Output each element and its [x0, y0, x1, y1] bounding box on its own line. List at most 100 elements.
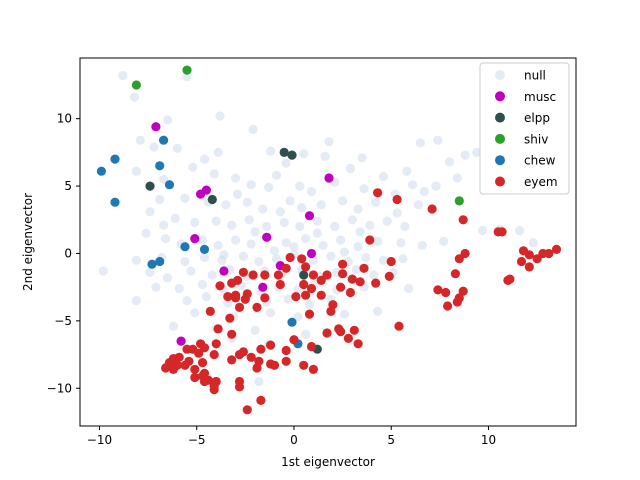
- point-null-52: [170, 213, 180, 223]
- point-eyem-103: [252, 363, 262, 373]
- point-eyem-6: [460, 248, 470, 259]
- point-eyem-59: [291, 292, 301, 302]
- point-null-25: [231, 173, 241, 183]
- point-eyem-7: [454, 254, 464, 264]
- point-null-45: [316, 200, 326, 210]
- point-musc-3: [324, 173, 334, 183]
- point-eyem-55: [231, 293, 241, 303]
- point-eyem-13: [524, 250, 534, 260]
- y-tick-label--10: −10: [47, 381, 72, 395]
- point-elpp-1: [287, 150, 297, 160]
- point-eyem-29: [371, 278, 381, 288]
- point-eyem-17: [524, 262, 534, 272]
- point-null-16: [135, 135, 145, 145]
- point-eyem-83: [209, 350, 219, 360]
- point-null-143: [168, 321, 178, 331]
- point-chew-5: [110, 197, 120, 207]
- point-null-54: [211, 216, 221, 226]
- point-null-67: [161, 234, 171, 244]
- point-null-140: [293, 312, 303, 322]
- point-musc-4: [304, 211, 315, 221]
- point-null-60: [312, 216, 322, 226]
- point-null-85: [515, 225, 525, 236]
- point-eyem-69: [227, 329, 237, 339]
- series-elpp: [145, 147, 322, 354]
- series-eyem: [161, 188, 562, 415]
- point-musc-5: [262, 232, 272, 242]
- point-null-162: [250, 227, 260, 237]
- point-eyem-41: [301, 262, 311, 272]
- point-null-48: [371, 197, 381, 207]
- point-null-55: [227, 220, 237, 230]
- point-null-44: [297, 203, 307, 213]
- point-eyem-33: [338, 269, 348, 279]
- point-eyem-39: [306, 283, 317, 294]
- point-null-115: [369, 270, 379, 280]
- point-null-59: [295, 221, 305, 232]
- point-null-159: [269, 246, 280, 256]
- point-null-106: [207, 270, 217, 280]
- point-eyem-0: [373, 188, 383, 198]
- point-eyem-77: [256, 344, 266, 354]
- point-chew-9: [155, 256, 165, 267]
- point-null-53: [190, 217, 200, 228]
- point-null-4: [215, 111, 225, 121]
- point-null-70: [213, 240, 223, 250]
- point-musc-7: [306, 248, 317, 259]
- point-null-117: [151, 282, 161, 292]
- point-chew-6: [180, 242, 190, 252]
- point-eyem-27: [394, 321, 404, 331]
- point-chew-4: [164, 180, 175, 190]
- point-eyem-43: [285, 252, 295, 263]
- point-null-152: [320, 151, 330, 161]
- point-null-145: [250, 325, 260, 335]
- point-null-2: [129, 92, 140, 102]
- point-eyem-67: [213, 324, 223, 334]
- point-shiv-1: [131, 80, 141, 90]
- x-tick-label--10: −10: [87, 433, 112, 447]
- point-null-0: [118, 70, 128, 81]
- point-null-12: [460, 150, 470, 160]
- point-null-63: [365, 220, 375, 230]
- point-null-99: [361, 252, 371, 263]
- point-eyem-85: [182, 344, 192, 354]
- point-null-31: [359, 184, 369, 194]
- series-musc: [151, 122, 334, 346]
- point-null-15: [452, 173, 462, 183]
- point-eyem-123: [359, 263, 369, 273]
- series-chew: [96, 135, 303, 349]
- point-null-167: [271, 170, 282, 180]
- point-eyem-100: [234, 382, 245, 392]
- x-tick-label-5: 5: [387, 433, 395, 447]
- point-eyem-12: [544, 248, 554, 259]
- point-null-22: [131, 166, 141, 176]
- point-null-76: [318, 240, 328, 250]
- point-null-8: [299, 149, 309, 159]
- ticks-layer: −10 −5 0 5 10 −10 −5 0 5 10: [47, 112, 496, 447]
- point-null-72: [246, 239, 256, 249]
- point-null-37: [155, 194, 165, 205]
- point-eyem-40: [299, 279, 309, 290]
- point-null-27: [264, 182, 274, 192]
- point-eyem-92: [190, 372, 200, 383]
- legend-marker-chew: [495, 155, 505, 166]
- point-eyem-45: [273, 270, 283, 280]
- point-null-141: [339, 309, 350, 319]
- point-chew-7: [199, 244, 210, 254]
- point-null-69: [197, 235, 208, 245]
- point-eyem-108: [197, 358, 208, 368]
- point-eyem-104: [281, 356, 291, 366]
- point-null-165: [285, 196, 295, 206]
- point-eyem-48: [238, 267, 248, 277]
- point-null-131: [223, 298, 233, 308]
- point-eyem-65: [234, 302, 245, 312]
- point-eyem-61: [316, 290, 326, 300]
- point-null-38: [180, 193, 190, 203]
- point-eyem-115: [306, 341, 317, 352]
- point-null-43: [275, 207, 285, 217]
- point-null-97: [326, 251, 336, 261]
- point-null-41: [242, 197, 252, 207]
- points-layer: [96, 65, 562, 415]
- point-eyem-102: [242, 405, 252, 415]
